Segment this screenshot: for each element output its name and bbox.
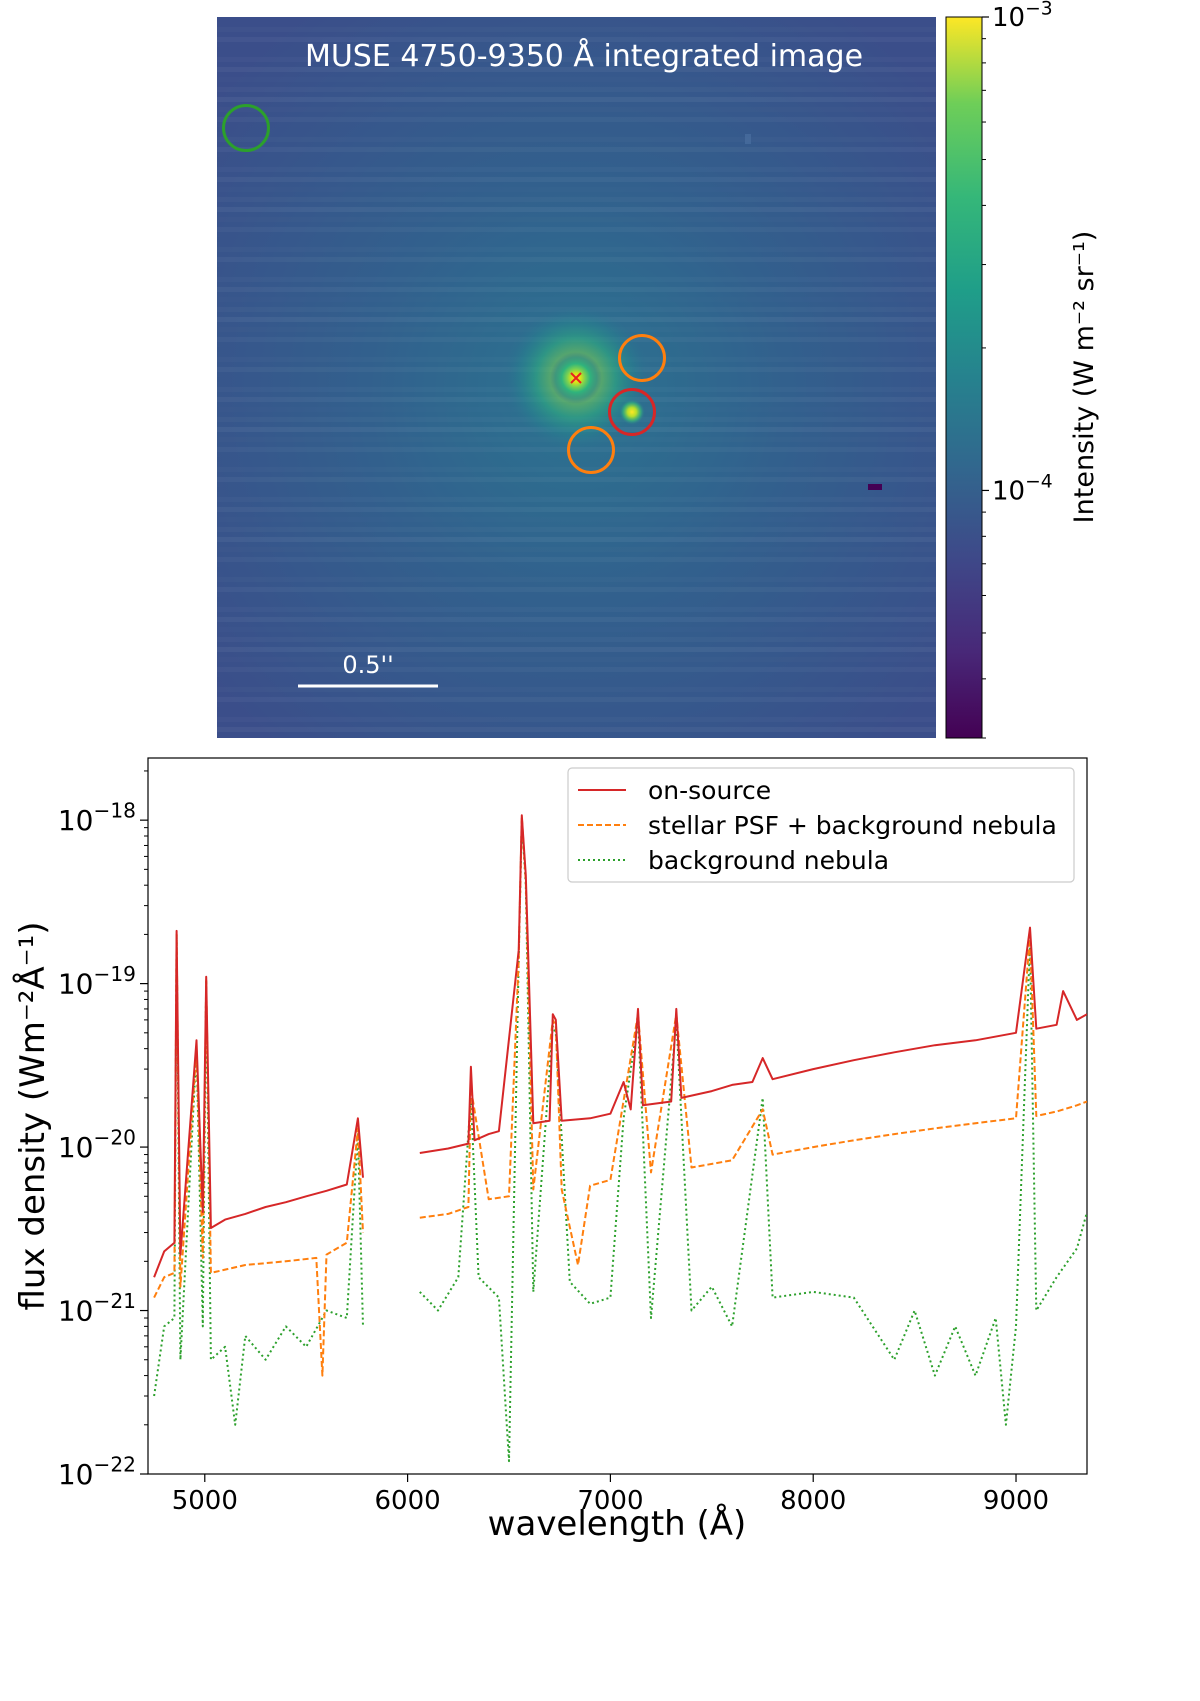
- image-row: [217, 657, 936, 662]
- image-row: [217, 157, 936, 162]
- image-row: [217, 707, 936, 712]
- image-row: [217, 727, 936, 732]
- legend-items: on-source stellar PSF + background nebula…: [578, 776, 1057, 875]
- y-axis-label: flux density (Wm⁻²Å⁻¹): [12, 921, 53, 1310]
- y-tick-label: 10−19: [58, 962, 136, 1001]
- image-row: [217, 477, 936, 482]
- image-row: [217, 207, 936, 212]
- image-row: [217, 537, 936, 542]
- x-tick-label: 6000: [375, 1486, 441, 1516]
- image-row: [217, 97, 936, 102]
- image-row: [217, 597, 936, 602]
- x-axis-label: wavelength (Å): [488, 1503, 747, 1544]
- y-tick-label: 10−21: [58, 1289, 136, 1328]
- x-tick-label: 5000: [172, 1486, 238, 1516]
- x-axis-ticks: 5000 6000 7000 8000 9000: [172, 1474, 1049, 1516]
- series-line-background-nebula: [153, 933, 364, 1426]
- y-axis-ticks: 10−18 10−19 10−20 10−21 10−22: [58, 770, 148, 1491]
- psf-background-aperture: [618, 334, 666, 382]
- image-row: [217, 277, 936, 282]
- spectrum-panel: 5000 6000 7000 8000 9000 10−18 10−19 10−20 10−2…: [12, 757, 1088, 1544]
- image-row: [217, 27, 936, 32]
- image-row: [217, 647, 936, 652]
- image-row: [217, 507, 936, 512]
- image-row: [217, 137, 936, 142]
- image-row: [217, 287, 936, 292]
- hot-pixel: [745, 134, 751, 144]
- image-row: [217, 217, 936, 222]
- image-row: [217, 247, 936, 252]
- series-line-stellar-psf-background-nebula: [419, 815, 1087, 1266]
- x-tick-label: 9000: [983, 1486, 1049, 1516]
- series-line-on-source: [419, 814, 1087, 1154]
- colorbar-ticks: 10−3 10−4: [982, 0, 1053, 739]
- image-row: [217, 87, 936, 92]
- legend-label: background nebula: [648, 846, 889, 875]
- x-tick-label: 7000: [577, 1486, 643, 1516]
- x-tick-label: 8000: [780, 1486, 846, 1516]
- series-line-background-nebula: [419, 819, 1087, 1463]
- image-row: [217, 177, 936, 182]
- image-title: MUSE 4750-9350 Å integrated image: [305, 38, 863, 74]
- image-row: [217, 107, 936, 112]
- image-row: [217, 197, 936, 202]
- y-tick-label: 10−20: [58, 1125, 136, 1164]
- image-row: [217, 187, 936, 192]
- image-row: [217, 117, 936, 122]
- image-row: [217, 517, 936, 522]
- image-row: [217, 697, 936, 702]
- image-row: [217, 687, 936, 692]
- scale-bar-label: 0.5'': [342, 651, 393, 679]
- image-row: [217, 627, 936, 632]
- legend-label: stellar PSF + background nebula: [648, 811, 1057, 840]
- image-row: [217, 637, 936, 642]
- image-row: [217, 147, 936, 152]
- colorbar: 10−3 10−4 Intensity (W m⁻² sr⁻¹): [945, 0, 1100, 739]
- image-row: [217, 227, 936, 232]
- image-row: [217, 557, 936, 562]
- image-row: [217, 267, 936, 272]
- image-row: [217, 527, 936, 532]
- star-marker: [570, 372, 582, 384]
- image-row: [217, 587, 936, 592]
- image-row: [217, 497, 936, 502]
- image-row: [217, 577, 936, 582]
- series-line-on-source: [153, 929, 364, 1278]
- psf-background-aperture: [567, 426, 615, 474]
- companion-aperture: [608, 388, 656, 436]
- image-row: [217, 547, 936, 552]
- colorbar-label: Intensity (W m⁻² sr⁻¹): [1069, 231, 1100, 524]
- spectrum-series: [153, 814, 1087, 1463]
- image-row: [217, 257, 936, 262]
- colorbar-gradient: [945, 16, 983, 739]
- image-row: [217, 37, 936, 42]
- nebula-background-aperture: [222, 104, 270, 152]
- image-row: [217, 487, 936, 492]
- legend: on-source stellar PSF + background nebula…: [567, 767, 1075, 883]
- image-row: [217, 717, 936, 722]
- legend-box: [567, 767, 1075, 883]
- companion-core: [619, 399, 645, 425]
- bad-pixel: [868, 484, 882, 490]
- y-tick-label: 10−22: [58, 1452, 136, 1491]
- image-row: [217, 667, 936, 672]
- image-row: [217, 167, 936, 172]
- image-panel: MUSE 4750-9350 Å integrated image 0.5'': [217, 17, 936, 738]
- legend-label: on-source: [648, 776, 771, 805]
- image-row: [217, 297, 936, 302]
- image-row: [217, 77, 936, 82]
- image-row: [217, 617, 936, 622]
- colorbar-tick-label: 10−3: [992, 0, 1053, 33]
- image-row: [217, 67, 936, 72]
- aperture-markers: [222, 104, 666, 474]
- y-tick-label: 10−18: [58, 799, 136, 838]
- image-row: [217, 607, 936, 612]
- colorbar-tick-label: 10−4: [992, 472, 1053, 507]
